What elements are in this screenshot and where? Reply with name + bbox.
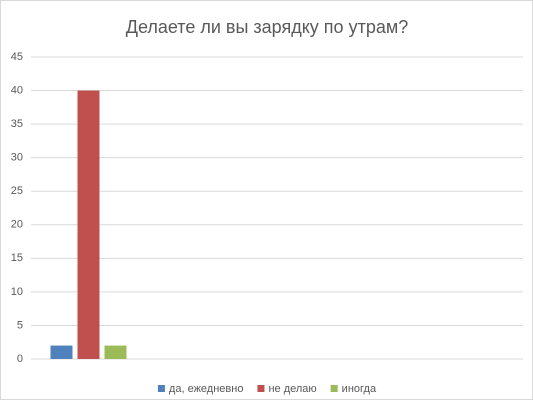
y-tick-label: 15 xyxy=(11,252,23,264)
legend-label: не делаю xyxy=(268,383,316,395)
y-tick-label: 40 xyxy=(11,84,23,96)
y-tick-label: 5 xyxy=(17,319,23,331)
y-tick-label: 25 xyxy=(11,185,23,197)
chart-title: Делаете ли вы зарядку по утрам? xyxy=(126,17,408,37)
legend-label: иногда xyxy=(342,383,377,395)
legend-swatch xyxy=(157,385,165,392)
y-tick-label: 20 xyxy=(11,219,23,231)
y-tick-label: 45 xyxy=(11,51,23,63)
y-tick-label: 10 xyxy=(11,286,23,298)
legend-label: да, ежедневно xyxy=(169,383,244,395)
bar xyxy=(77,90,100,360)
legend-swatch xyxy=(330,385,338,392)
legend-swatch xyxy=(257,385,265,392)
y-tick-label: 35 xyxy=(11,118,23,130)
y-tick-label: 30 xyxy=(11,152,23,164)
bar xyxy=(50,345,73,359)
bar xyxy=(104,345,127,359)
y-tick-label: 0 xyxy=(17,353,23,365)
